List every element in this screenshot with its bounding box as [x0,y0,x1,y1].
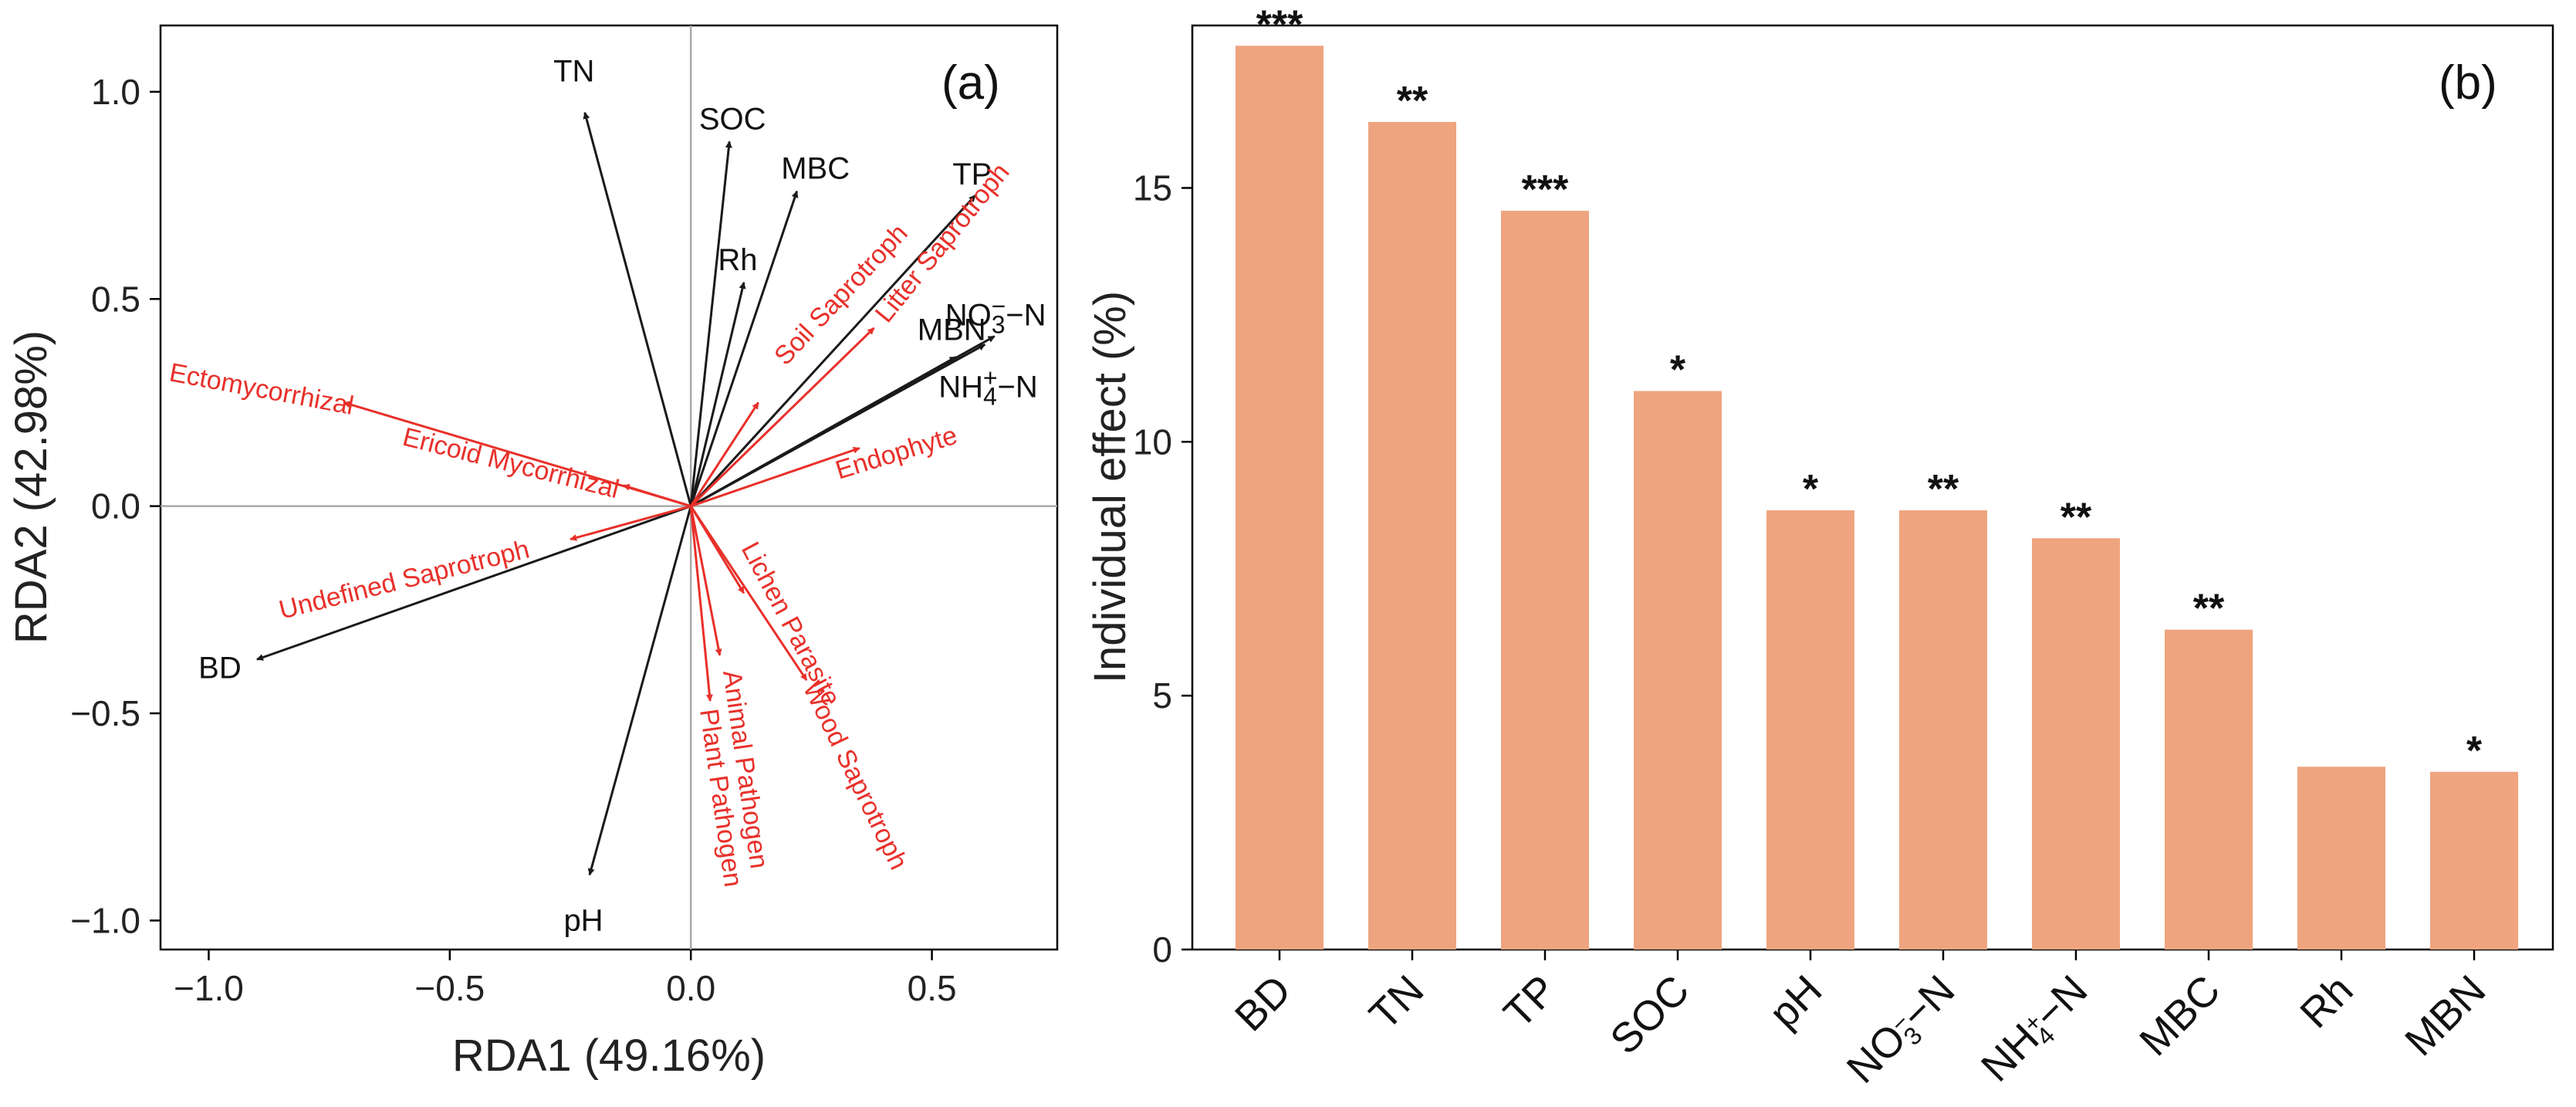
env-arrow-nh4-n [690,343,986,507]
y-tick-label: 0 [1152,929,1172,970]
significance-marks: ********** ******* [1256,2,2483,774]
category-label-rh: Rh [2291,967,2361,1037]
fungal-guild-vectors: Ectomycorrhizal Ericoid Mycorrhizal Undefi… [167,157,1016,889]
significance-tn: ** [1397,79,1428,124]
plot-frame-b [1191,24,2554,951]
panel-b-label: (b) [2439,56,2497,110]
y-tick-label: 1.0 [91,72,140,112]
bar-ph [1766,510,1854,950]
x-axis-title: RDA1 (49.16%) [452,1031,766,1081]
guild-label-lichen-parasite: Lichen Parasite [735,537,847,711]
plot-frame [159,24,1059,951]
category-label-ph: pH [1760,967,1831,1037]
env-label-mbc: MBC [781,152,850,186]
env-label-no3-n: NO3−−N [945,293,1046,339]
bar-bd [1236,46,1323,950]
significance-soc: * [1670,348,1686,393]
env-arrow-soc [689,140,732,506]
guild-label-endophyte: Endophyte [832,421,961,486]
rda-biplot-panel: −1.0 −0.5 0.0 0.5 −1.0 −0.5 0.0 0.5 1.0 TN SOC MBC… [6,24,1059,1081]
env-arrow-bd [256,505,691,661]
category-label-tn: TN [1361,967,1432,1038]
bar-no3-n [1899,510,1987,950]
env-label-soc: SOC [699,102,766,136]
category-label-mbc: MBC [2131,967,2229,1065]
y-tick-label: −0.5 [70,693,140,733]
significance-ph: * [1803,467,1819,512]
category-label-tp: TP [1495,967,1565,1037]
y-tick-label: 0.0 [91,486,140,526]
bar-tp [1501,211,1589,950]
bar-rh [2297,767,2385,950]
guild-arrow-plant-pathogen [689,506,713,702]
env-label-tn: TN [553,55,594,89]
y-axis-title: RDA2 (42.98%) [6,330,56,644]
env-label-bd: BD [198,651,242,685]
env-arrow-ph [587,506,692,876]
guild-arrow-litter-saprotroph [690,327,875,507]
env-arrow-rh [689,281,746,507]
guild-label-ectomycorrhizal: Ectomycorrhizal [167,358,357,421]
significance-mbn: * [2466,729,2483,774]
y-tick-label: −1.0 [70,900,140,940]
bar-tn [1368,121,1456,950]
x-tick-label: 0.5 [908,968,957,1008]
env-label-ph: pH [563,903,603,937]
significance-mbc: ** [2193,587,2225,631]
category-label-bd: BD [1226,967,1300,1040]
significance-bd: *** [1256,2,1303,47]
guild-label-wood-saprotroph: Wood Saprotroph [797,677,914,875]
significance-nh4-n: ** [2060,495,2092,540]
guild-arrow-undefined-saprotroph [570,505,691,541]
env-label-rh: Rh [718,243,757,277]
y-axis-title-b: Individual effect (%) [1085,291,1135,683]
bars [1236,46,2518,960]
significance-tp: *** [1522,168,1569,212]
env-label-tp: TP [952,157,992,191]
bar-mbc [2165,629,2253,950]
x-tick-label: −0.5 [414,968,485,1008]
guild-label-undefined-saprotroph: Undefined Saprotroph [276,534,532,625]
axis-ticks: 0 5 10 15 [1133,168,1192,970]
category-label-no3-n: NO3−−N [1838,967,1966,1095]
bar-soc [1634,391,1722,950]
env-arrow-mbc [689,190,799,507]
guild-arrow-animal-pathogen [689,506,722,656]
panel-a-label: (a) [941,56,1000,110]
y-tick-label: 0.5 [91,279,140,319]
x-tick-label: −1.0 [174,968,244,1008]
axis-ticks: −1.0 −0.5 0.0 0.5 −1.0 −0.5 0.0 0.5 1.0 [70,72,956,1008]
env-arrow-tn [583,111,692,507]
guild-arrow-ericoid-mycorrhizal [622,483,691,508]
y-tick-label: 10 [1133,421,1172,462]
category-label-mbn: MBN [2396,967,2494,1065]
category-label-soc: SOC [1601,967,1698,1063]
x-tick-label: 0.0 [666,968,715,1008]
category-label-nh4-n: NH4+−N [1973,967,2099,1093]
bar-nh4-n [2032,538,2120,950]
y-tick-label: 15 [1133,168,1172,208]
env-label-nh4-n: NH4+−N [938,364,1038,410]
bar-mbn [2430,771,2518,950]
env-arrow-tp [690,195,976,507]
significance-no3-n: ** [1928,467,1959,512]
env-label-mbn: MBN [918,313,986,347]
y-tick-label: 5 [1152,675,1172,716]
zero-lines [161,25,1057,950]
guild-label-ericoid-mycorrhizal: Ericoid Mycorrhizal [400,422,622,504]
guild-arrow-soil-saprotroph [689,401,759,507]
guild-arrow-endophyte [690,446,860,508]
guild-arrow-wood-saprotroph [689,505,808,681]
